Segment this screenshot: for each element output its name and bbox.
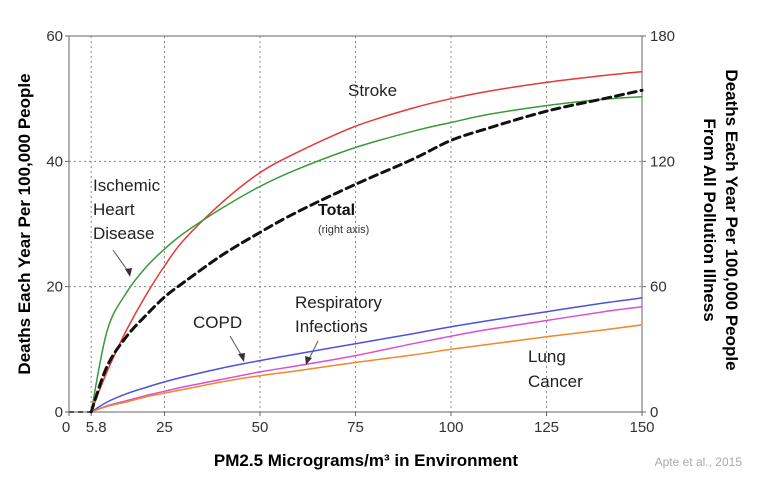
y-left-tick-label-1: 20 [46, 279, 63, 296]
x-tick-label-1: 5.8 [86, 419, 107, 436]
x-tick-label-2: 25 [156, 419, 173, 436]
gridlines [69, 36, 642, 413]
x-tick-label-4: 75 [347, 419, 364, 436]
label-ihd-line1: Ischemic [93, 176, 161, 195]
x-tick-label-5: 100 [438, 419, 463, 436]
y-right-tick-label-1: 60 [650, 279, 667, 296]
y-axis-right-title-line2: From All Pollution Illness [700, 118, 719, 321]
label-copd: COPD [193, 313, 242, 332]
y-axis-left-title: Deaths Each Year Per 100,000 People [15, 73, 34, 374]
total-line [89, 88, 644, 414]
y-left-tick-label-0: 0 [55, 404, 63, 421]
y-right-tick-label-2: 120 [650, 153, 675, 170]
copd-line [90, 297, 643, 413]
x-tick-label-7: 150 [629, 419, 654, 436]
series-lines [89, 70, 644, 414]
label-stroke: Stroke [348, 81, 397, 100]
label-lung-line2: Cancer [528, 372, 583, 391]
x-tick-label-3: 50 [252, 419, 269, 436]
label-respiratory-line2: Infections [295, 317, 368, 336]
y-axis-right-title-line1: Deaths Each Year Per 100,000 People [722, 69, 741, 370]
source-credit: Apte et al., 2015 [655, 455, 743, 469]
label-respiratory-line1: Respiratory [295, 293, 382, 312]
resp-pointer-head [305, 356, 312, 365]
y-right-tick-label-3: 180 [650, 28, 675, 45]
label-ihd-line2: Heart [93, 200, 135, 219]
x-axis-title: PM2.5 Micrograms/m³ in Environment [214, 451, 519, 470]
lung-cancer-line [90, 324, 643, 413]
x-tick-label-0: 0 [62, 419, 70, 436]
respiratory-line [90, 305, 643, 413]
stroke-line [90, 70, 643, 413]
x-tick-label-6: 125 [534, 419, 559, 436]
ihd-line [90, 96, 643, 413]
copd-pointer-head [238, 353, 245, 362]
y-left-tick-label-3: 60 [46, 28, 63, 45]
y-left-tick-label-2: 40 [46, 153, 63, 170]
label-total: Total [318, 202, 355, 219]
ihd-pointer-head [125, 268, 132, 277]
y-right-tick-label-0: 0 [650, 404, 658, 421]
label-lung-line1: Lung [528, 347, 566, 366]
label-total-sub: (right axis) [318, 224, 369, 236]
label-ihd-line3: Disease [93, 224, 154, 243]
